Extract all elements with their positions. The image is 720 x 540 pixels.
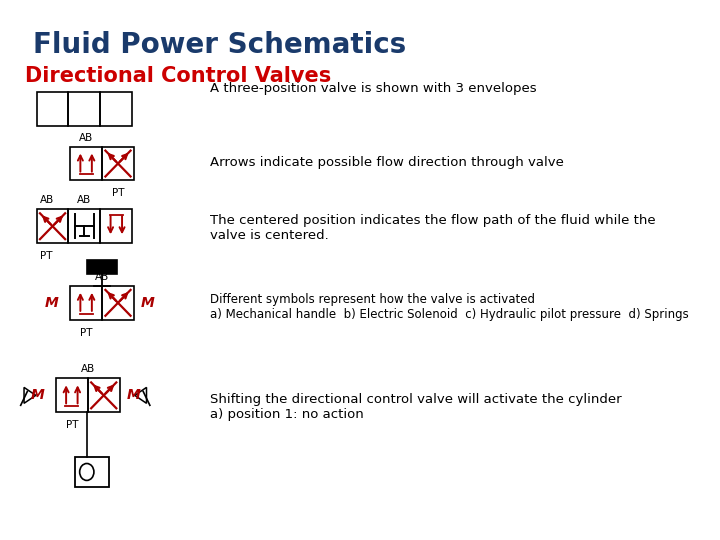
Bar <box>68 92 100 126</box>
Text: The centered position indicates the flow path of the fluid while the
valve is ce: The centered position indicates the flow… <box>210 214 655 242</box>
Text: Shifting the directional control valve will activate the cylinder
a) position 1:: Shifting the directional control valve w… <box>210 393 621 421</box>
Bar <box>37 92 68 126</box>
Bar <box>102 286 134 320</box>
Bar <box>100 210 132 243</box>
Text: AB: AB <box>76 195 91 205</box>
Text: PT: PT <box>112 188 125 198</box>
Bar <box>56 379 88 412</box>
Bar <box>102 147 134 180</box>
Text: Different symbols represent how the valve is activated
a) Mechanical handle  b) : Different symbols represent how the valv… <box>210 293 688 321</box>
Text: PT: PT <box>80 328 92 338</box>
Text: M: M <box>140 296 154 310</box>
Bar <box>70 147 102 180</box>
Bar <box>37 210 68 243</box>
Text: AB: AB <box>81 364 95 374</box>
Text: Arrows indicate possible flow direction through valve: Arrows indicate possible flow direction … <box>210 156 564 169</box>
Text: AB: AB <box>95 272 109 282</box>
Bar <box>68 210 100 243</box>
Text: M: M <box>30 388 45 402</box>
Text: PT: PT <box>40 251 53 261</box>
Bar <box>87 260 117 274</box>
Bar <box>75 457 109 487</box>
Bar <box>88 379 120 412</box>
Text: PT: PT <box>66 420 78 430</box>
Bar <box>70 286 102 320</box>
Text: Fluid Power Schematics: Fluid Power Schematics <box>33 31 407 59</box>
Text: AB: AB <box>79 133 93 143</box>
Text: M: M <box>126 388 140 402</box>
Bar <box>100 92 132 126</box>
Text: AB: AB <box>40 195 54 205</box>
Text: A three-position valve is shown with 3 envelopes: A three-position valve is shown with 3 e… <box>210 82 536 95</box>
Text: Directional Control Valves: Directional Control Valves <box>25 66 331 86</box>
Text: M: M <box>45 296 58 310</box>
